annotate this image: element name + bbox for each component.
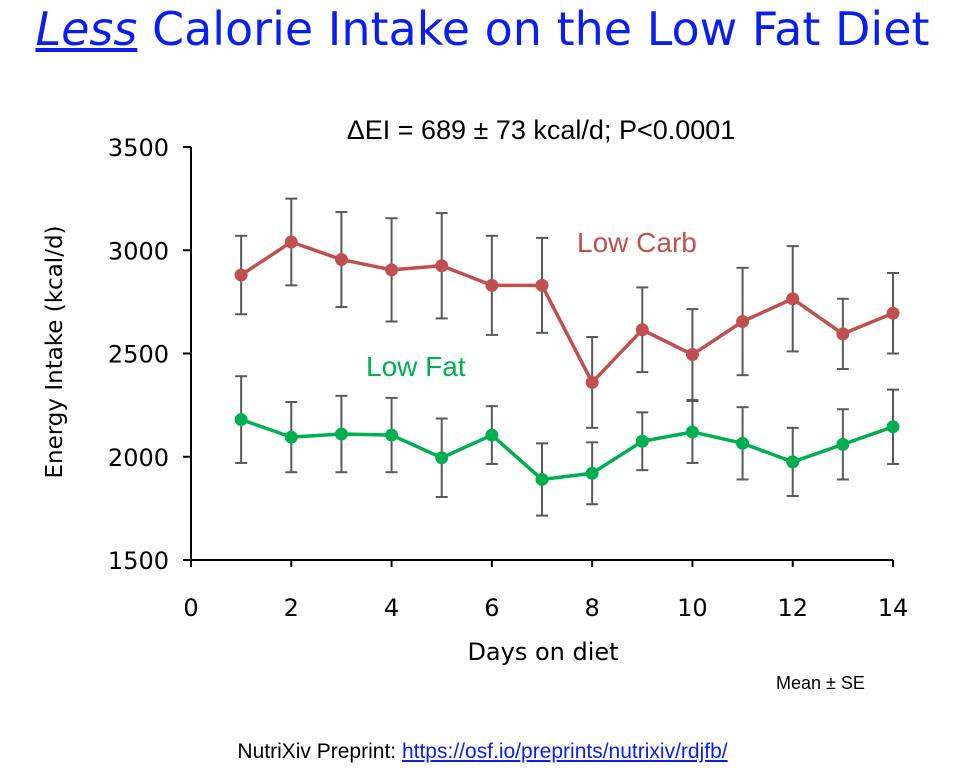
data-point xyxy=(284,430,298,444)
x-tick-label: 6 xyxy=(484,594,499,622)
data-point xyxy=(786,292,800,306)
mean-se-note: Mean ± SE xyxy=(776,673,865,693)
data-point xyxy=(535,278,549,292)
data-point xyxy=(485,278,499,292)
data-point xyxy=(334,427,348,441)
legend-low-fat: Low Fat xyxy=(366,351,466,382)
preprint-link[interactable]: https://osf.io/preprints/nutrixiv/rdjfb/ xyxy=(401,740,728,763)
series-low-carb xyxy=(234,197,900,429)
footer-citation: NutriXiv Preprint: https://osf.io/prepri… xyxy=(0,740,965,764)
footer-prefix: NutriXiv Preprint: xyxy=(237,740,402,763)
data-point xyxy=(736,436,750,450)
data-point xyxy=(585,375,599,389)
data-point xyxy=(535,472,549,486)
chart-title: ΔEI = 689 ± 73 kcal/d; P<0.0001 xyxy=(347,115,736,145)
data-point xyxy=(736,314,750,328)
data-point xyxy=(836,437,850,451)
y-tick-label: 1500 xyxy=(108,547,169,575)
series-layer xyxy=(234,197,900,517)
x-tick-label: 0 xyxy=(183,594,198,622)
x-tick-label: 4 xyxy=(384,594,399,622)
data-point xyxy=(685,425,699,439)
y-ticks: 1500 2000 2500 3000 3500 xyxy=(108,134,191,575)
x-tick-label: 2 xyxy=(284,594,299,622)
data-point xyxy=(585,466,599,480)
slide-title: Less Calorie Intake on the Low Fat Diet xyxy=(0,2,965,56)
data-point xyxy=(886,306,900,320)
y-tick-label: 2500 xyxy=(108,341,169,369)
data-point xyxy=(635,434,649,448)
x-tick-label: 8 xyxy=(585,594,600,622)
series-low-fat xyxy=(234,375,900,517)
x-tick-label: 14 xyxy=(878,594,909,622)
legend-low-carb: Low Carb xyxy=(577,227,697,258)
data-point xyxy=(836,327,850,341)
data-point xyxy=(886,420,900,434)
data-point xyxy=(385,428,399,442)
data-point xyxy=(485,428,499,442)
y-tick-label: 3500 xyxy=(108,134,169,162)
data-point xyxy=(334,253,348,267)
y-tick-label: 2000 xyxy=(108,444,169,472)
title-rest: Calorie Intake on the Low Fat Diet xyxy=(137,2,930,56)
x-tick-label: 12 xyxy=(777,594,808,622)
data-point xyxy=(435,259,449,273)
data-point xyxy=(685,348,699,362)
data-point xyxy=(234,268,248,282)
x-tick-label: 10 xyxy=(677,594,708,622)
data-point xyxy=(635,323,649,337)
series-line xyxy=(240,240,894,385)
data-point xyxy=(284,235,298,249)
y-axis-label: Energy Intake (kcal/d) xyxy=(42,225,68,478)
data-point xyxy=(786,455,800,469)
x-axis-label: Days on diet xyxy=(467,638,618,666)
x-ticks: 0 2 4 6 8 10 12 14 xyxy=(183,560,908,622)
data-point xyxy=(435,451,449,465)
data-point xyxy=(234,413,248,427)
y-tick-label: 3000 xyxy=(108,237,169,265)
data-point xyxy=(385,263,399,277)
title-emphasis: Less xyxy=(35,2,138,56)
series-line xyxy=(240,417,894,482)
